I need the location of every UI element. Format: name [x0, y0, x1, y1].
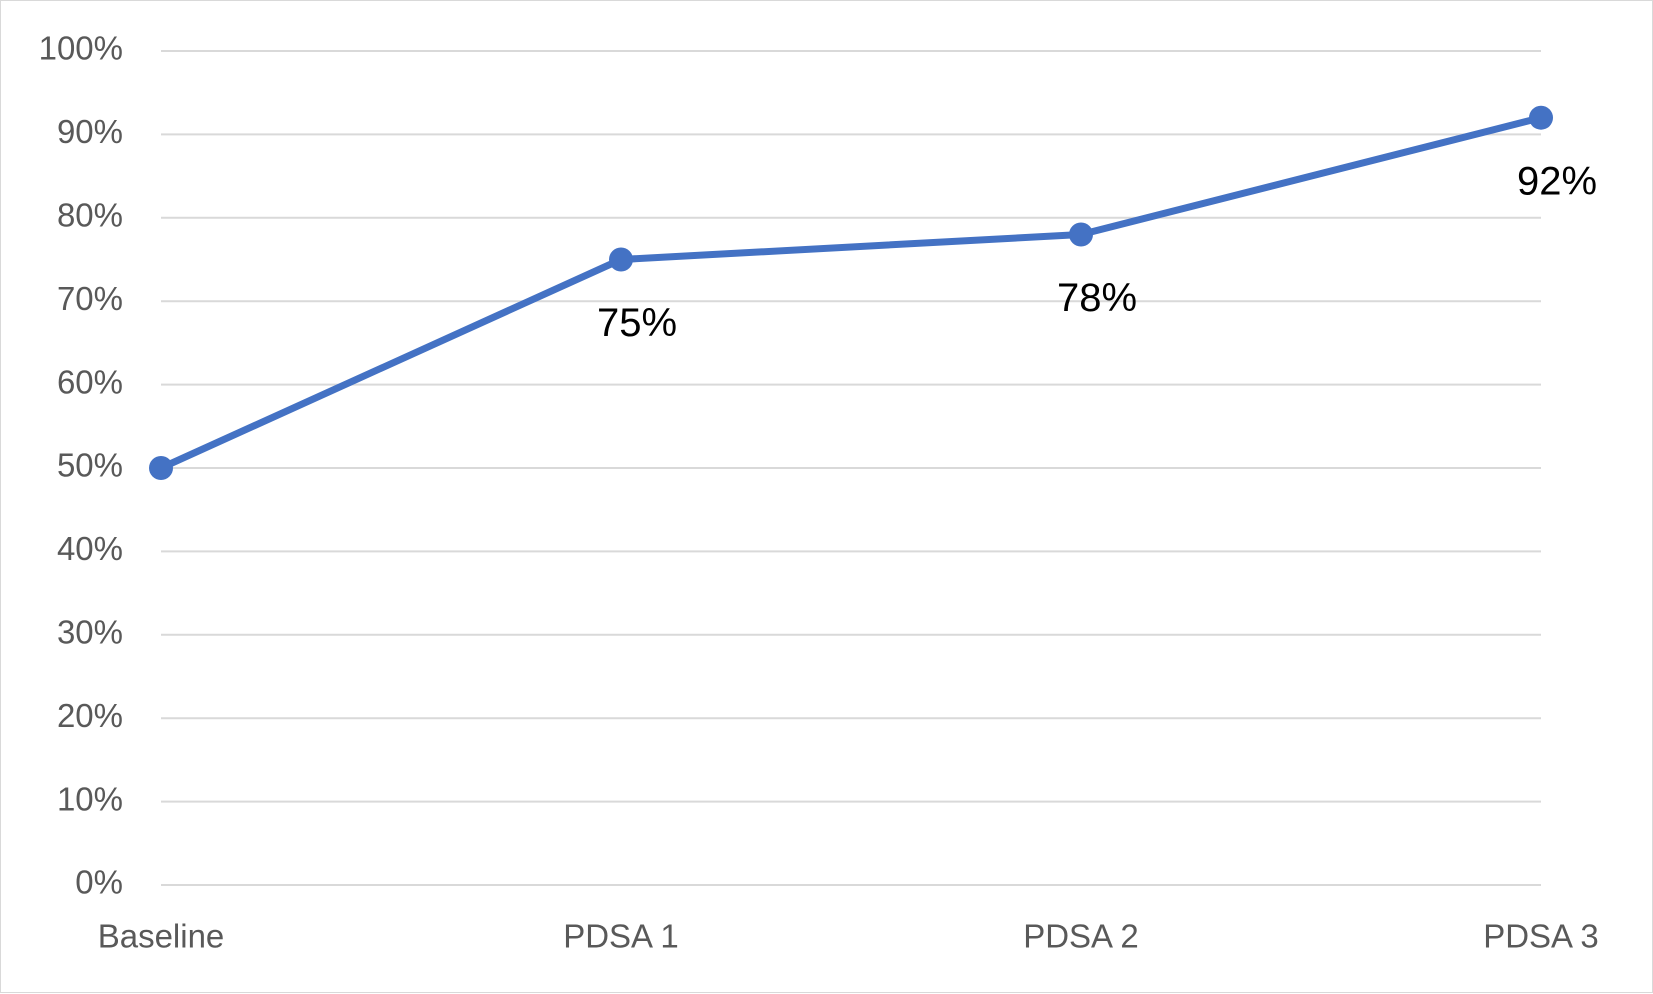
x-tick-label: PDSA 1 [563, 918, 679, 955]
data-labels: 75% 78% 92% [597, 159, 1597, 345]
y-axis: 0% 10% 20% 30% 40% 50% 60% 70% 80% 90% 100% [39, 30, 123, 901]
x-tick-label: PDSA 3 [1483, 918, 1599, 955]
data-point [149, 456, 173, 480]
y-tick-label: 60% [57, 363, 123, 400]
y-tick-label: 70% [57, 280, 123, 317]
data-label: 78% [1057, 276, 1137, 320]
data-label: 92% [1517, 159, 1597, 203]
data-label: 75% [597, 301, 677, 345]
x-axis: Baseline PDSA 1 PDSA 2 PDSA 3 [98, 918, 1599, 955]
y-tick-label: 10% [57, 780, 123, 817]
data-point [1529, 105, 1553, 130]
x-tick-label: Baseline [98, 918, 225, 955]
y-tick-label: 50% [57, 447, 123, 484]
data-point [1069, 222, 1093, 247]
gridlines [161, 50, 1541, 886]
series-layer [149, 105, 1553, 480]
y-tick-label: 30% [57, 614, 123, 651]
y-tick-label: 90% [57, 113, 123, 150]
y-tick-label: 0% [75, 864, 123, 901]
y-tick-label: 100% [39, 30, 123, 67]
x-tick-label: PDSA 2 [1023, 918, 1139, 955]
series-line [157, 114, 1545, 472]
y-tick-label: 80% [57, 197, 123, 234]
y-tick-label: 20% [57, 697, 123, 734]
y-tick-label: 40% [57, 530, 123, 567]
data-point [609, 247, 633, 272]
